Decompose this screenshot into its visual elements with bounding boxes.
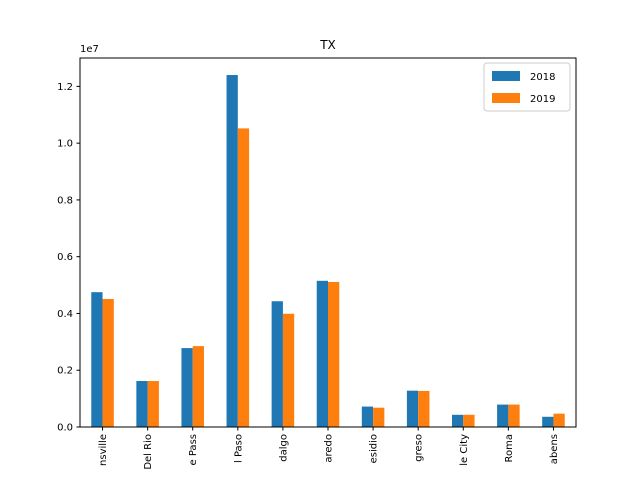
x-tick-label: Del Rio	[143, 434, 154, 470]
bar-2019-2	[192, 346, 204, 427]
bar-2018-0	[91, 292, 103, 427]
bar-2018-1	[136, 381, 148, 427]
x-axis: nsville Del Rio e Pass l Paso dalgo aredo esid…	[98, 427, 560, 470]
chart-title: TX	[319, 38, 336, 52]
bar-2019-9	[508, 404, 520, 427]
legend-swatch-2018	[492, 71, 520, 81]
x-tick-label: e Pass	[188, 434, 199, 465]
bar-2018-5	[316, 280, 328, 427]
bar-2019-8	[463, 414, 475, 427]
bar-2019-5	[328, 281, 340, 427]
bar-2019-10	[553, 413, 565, 427]
legend-box	[483, 62, 571, 112]
bar-2018-6	[361, 406, 374, 427]
bar-2019-1	[147, 381, 159, 427]
bar-2019-0	[102, 298, 114, 427]
x-tick-label: dalgo	[278, 434, 289, 462]
bar-2018-7	[406, 390, 419, 427]
x-tick-label: greso	[414, 434, 425, 462]
bar-2019-4	[282, 313, 295, 427]
x-tick-label: esidio	[369, 434, 380, 463]
x-tick-label: nsville	[98, 434, 109, 466]
y-tick-label: 1.2	[57, 82, 73, 93]
y-tick-label: 0.0	[57, 423, 73, 434]
legend-swatch-2019	[492, 93, 520, 103]
bar-2019-7	[418, 390, 430, 427]
y-tick-label: 0.4	[57, 309, 73, 320]
legend-label-2019: 2019	[530, 94, 555, 105]
bar-2019-6	[373, 407, 385, 427]
x-tick-label: le City	[459, 434, 470, 466]
bar-2018-4	[271, 301, 283, 427]
bar-2019-3	[237, 128, 250, 427]
x-tick-label: Roma	[504, 434, 515, 463]
y-tick-label: 1.0	[57, 139, 73, 150]
y-axis: 0.0 0.2 0.4 0.6 0.8 1.0 1.2	[57, 82, 80, 434]
bar-2018-9	[497, 404, 509, 427]
x-tick-label: abens	[549, 434, 560, 464]
plot-frame	[79, 57, 577, 428]
x-tick-label: l Paso	[233, 434, 244, 463]
bar-2018-8	[452, 414, 464, 427]
y-tick-label: 0.6	[57, 252, 73, 263]
bars-group	[91, 75, 565, 428]
y-tick-label: 0.2	[57, 366, 73, 377]
x-tick-label: aredo	[324, 434, 335, 463]
y-tick-label: 0.8	[57, 195, 73, 206]
bar-2018-2	[181, 348, 193, 427]
bar-2018-3	[226, 75, 238, 428]
y-offset-label: 1e7	[80, 44, 99, 55]
legend-label-2018: 2018	[530, 72, 555, 83]
bar-2018-10	[542, 416, 554, 427]
legend: 2018 2019	[483, 62, 571, 112]
